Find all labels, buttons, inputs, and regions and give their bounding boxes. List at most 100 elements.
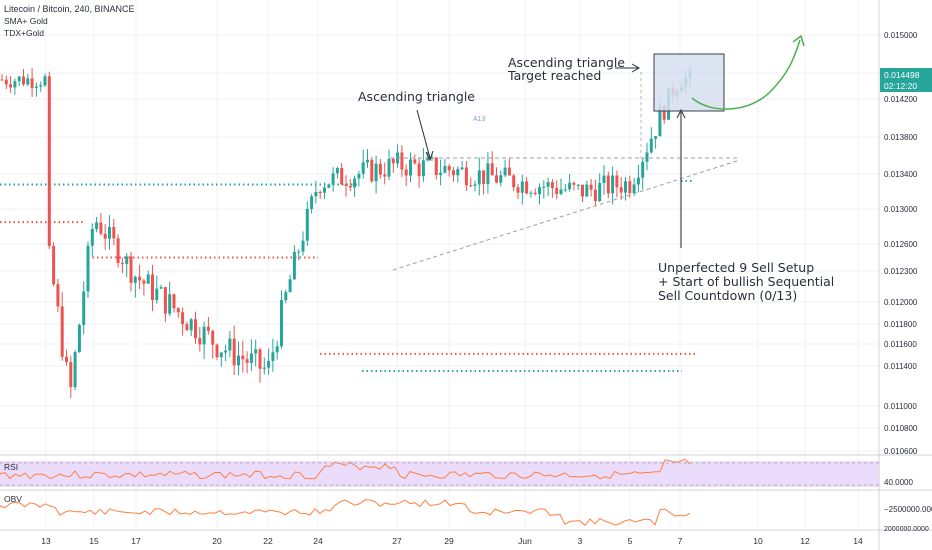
- sell-label-3: Sell Countdown (0/13): [658, 288, 797, 303]
- candle-body: [357, 173, 361, 179]
- candle-body: [241, 355, 245, 360]
- asc-triangle-label: Ascending triangle: [358, 89, 475, 104]
- candle-body: [103, 233, 107, 239]
- candle-body: [310, 196, 314, 209]
- candle-body: [469, 185, 473, 187]
- candle-body: [47, 76, 51, 247]
- sell-label-1: Unperfected 9 Sell Setup: [658, 260, 814, 275]
- candle-body: [366, 159, 369, 163]
- candle-body: [503, 167, 507, 176]
- candle-body: [116, 238, 120, 263]
- candle-body: [133, 276, 137, 283]
- y-tick-label: 0.012600: [884, 240, 918, 249]
- candle-body: [232, 338, 236, 366]
- candle-body: [520, 181, 524, 193]
- candle-body: [151, 274, 154, 301]
- y-tick-label: 0.015000: [884, 31, 918, 40]
- target-box: [653, 53, 725, 112]
- candle-body: [301, 240, 305, 252]
- price-axis[interactable]: 0.0150000.0146000.0142000.0138000.013400…: [884, 31, 918, 456]
- candle-body: [95, 222, 99, 230]
- x-tick-label: 27: [392, 536, 402, 546]
- y-tick-label: 0.013400: [884, 170, 918, 179]
- candle-body: [409, 159, 412, 176]
- candle-body: [30, 78, 34, 88]
- candle-body: [404, 169, 408, 176]
- candle-body: [507, 167, 511, 176]
- candle-body: [383, 174, 387, 177]
- candle-body: [649, 138, 653, 153]
- dotted-levels: [0, 180, 695, 372]
- candle-body: [658, 106, 662, 137]
- candle-body: [284, 292, 288, 301]
- candle-body: [615, 175, 619, 188]
- x-tick-label: 5: [628, 536, 633, 546]
- candle-body: [39, 85, 43, 87]
- target-label-1: Ascending triangle: [508, 55, 625, 70]
- y-tick-label: 0.012300: [884, 267, 918, 276]
- a13-label: A13: [473, 116, 486, 123]
- candle-body: [112, 226, 116, 239]
- candle-body: [370, 159, 374, 182]
- candle-body: [473, 184, 477, 186]
- candle-body: [641, 161, 645, 178]
- asc-triangle-arrowhead: [425, 150, 434, 162]
- candle-body: [172, 294, 176, 309]
- x-tick-label: 24: [313, 536, 323, 546]
- chart-title: Litecoin / Bitcoin, 240, BINANCE: [4, 4, 135, 14]
- candle-body: [267, 360, 271, 368]
- candle-body: [400, 152, 404, 170]
- candle-body: [254, 349, 258, 354]
- obv-level-label-2: 2000000.0000: [884, 526, 929, 533]
- candle-body: [9, 84, 13, 88]
- candle-body: [82, 291, 86, 325]
- candle-body: [4, 79, 8, 85]
- x-tick-label: Jun: [518, 536, 532, 546]
- candle-body: [129, 256, 133, 283]
- indicator-sma[interactable]: SMA+ Gold: [4, 16, 48, 26]
- candle-body: [219, 352, 223, 358]
- candle-body: [297, 251, 301, 253]
- candle-body: [477, 170, 481, 185]
- candle-body: [176, 308, 180, 313]
- candle-body: [275, 346, 279, 353]
- candle-body: [662, 106, 666, 120]
- candle-body: [13, 81, 17, 88]
- candle-body: [593, 189, 597, 201]
- last-price-tag: [880, 68, 932, 92]
- y-tick-label: 0.013800: [884, 133, 918, 142]
- candle-body: [546, 182, 550, 187]
- candle-body: [378, 163, 382, 175]
- x-tick-label: 15: [89, 536, 99, 546]
- candle-body: [206, 326, 210, 331]
- projection-arrow: [691, 39, 801, 110]
- time-axis[interactable]: 13 15 17 20 22 24 27 29 Jun 3 5 7 10 12 14: [41, 536, 863, 546]
- candle-body: [636, 177, 640, 185]
- candle-body: [589, 184, 593, 190]
- x-tick-label: 7: [678, 536, 683, 546]
- rsi-line: [0, 458, 691, 480]
- x-tick-label: 12: [800, 536, 810, 546]
- indicator-tdx[interactable]: TDX+Gold: [4, 28, 44, 38]
- candle-body: [353, 178, 357, 188]
- obv-line: [0, 499, 691, 527]
- y-tick-label: 0.014200: [884, 95, 918, 104]
- candle-body: [215, 344, 219, 358]
- candle-body: [516, 187, 520, 193]
- candle-body: [495, 175, 498, 183]
- candle-body: [125, 256, 129, 264]
- triangle-support: [392, 159, 741, 271]
- projection-arrowhead: [792, 34, 805, 47]
- candle-body: [224, 350, 228, 353]
- candle-body: [65, 356, 68, 362]
- rsi-level-label: 40.0000: [884, 478, 913, 487]
- candle-body: [159, 287, 163, 289]
- gridlines: [0, 0, 879, 530]
- candle-body: [529, 192, 533, 194]
- candle-body: [90, 229, 94, 246]
- candle-body: [542, 186, 546, 188]
- candle-body: [26, 78, 30, 85]
- candle-body: [344, 184, 348, 186]
- candle-body: [456, 169, 460, 176]
